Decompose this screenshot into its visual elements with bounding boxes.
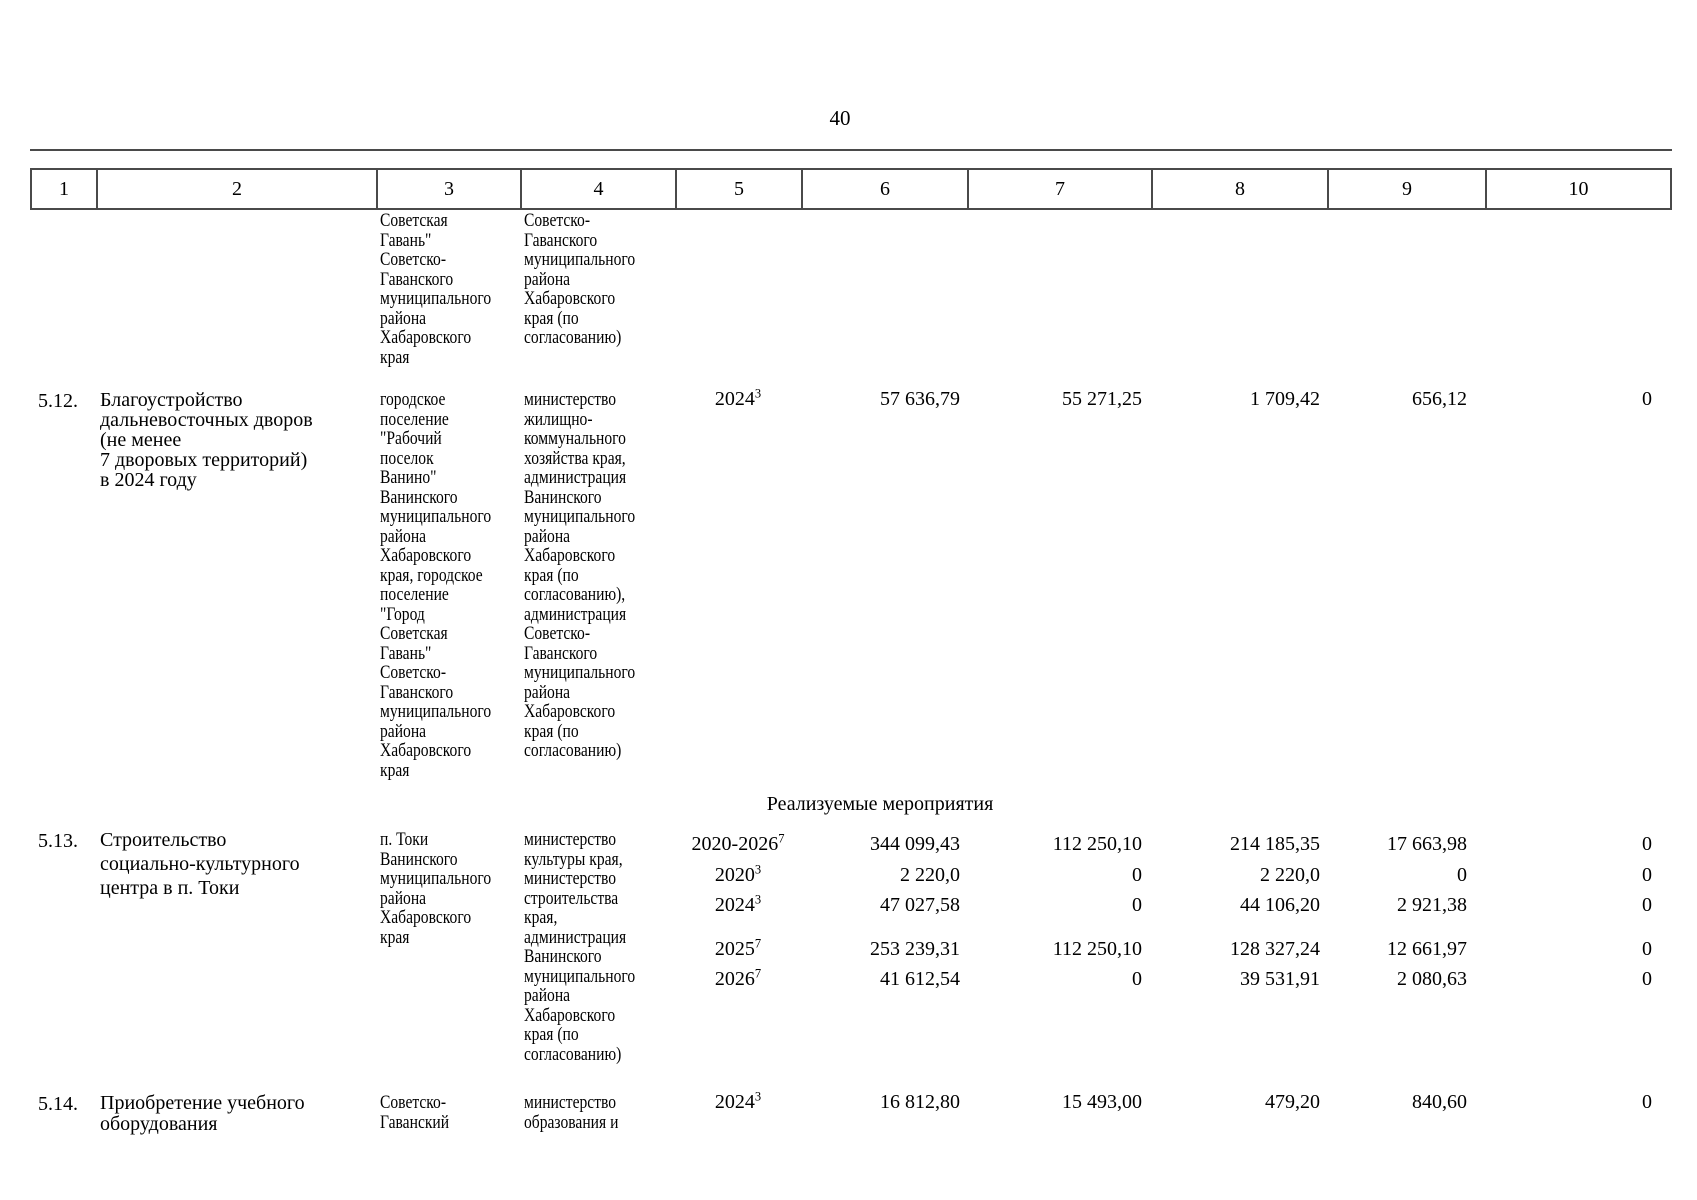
footnote-ref: 7 [754, 936, 762, 951]
period-year: 2024 [714, 1091, 755, 1113]
footnote-ref: 7 [778, 831, 785, 846]
period-year: 2020-2026 [691, 833, 779, 855]
section-header: Реализуемые мероприятия [766, 793, 994, 815]
row-514-location: Советско- Гаванский [380, 1092, 450, 1133]
period-cell: 20267 [675, 966, 801, 991]
header-col-8: 8 [1153, 170, 1329, 208]
row-513-executor: министерство культуры края, министерство… [524, 829, 636, 1065]
footnote-ref: 3 [754, 1089, 762, 1104]
row-513-period-row: 20243 47 027,58 0 44 106,20 2 921,38 0 [0, 892, 1697, 920]
value-col9: 2 080,63 [1397, 968, 1467, 990]
row-512-executor: министерство жилищно- коммунального хозя… [524, 389, 636, 761]
table-header-row: 1 2 3 4 5 6 7 8 9 10 [30, 168, 1672, 210]
value-col8: 1 709,42 [1250, 388, 1320, 410]
page-number: 40 [829, 106, 851, 130]
value-col8: 44 106,20 [1240, 894, 1320, 916]
header-col-10: 10 [1568, 177, 1589, 200]
row-513-period-row: 20203 2 220,0 0 2 220,0 0 0 [0, 862, 1697, 890]
row-513-location: п. Токи Ванинского муниципального района… [380, 829, 492, 948]
row-513-period-row: 20257 253 239,31 112 250,10 128 327,24 1… [0, 936, 1697, 964]
row-514-number: 5.14. [38, 1093, 78, 1115]
value-col8: 479,20 [1265, 1091, 1320, 1113]
value-col6: 253 239,31 [870, 938, 960, 960]
value-col9: 840,60 [1412, 1091, 1467, 1113]
value-col8: 128 327,24 [1230, 938, 1320, 960]
row-513-period-row: 2020-20267 344 099,43 112 250,10 214 185… [0, 831, 1697, 859]
value-col10: 0 [1642, 968, 1652, 990]
value-col10: 0 [1642, 894, 1652, 916]
value-col9: 656,12 [1412, 388, 1467, 410]
value-col9: 12 661,97 [1387, 938, 1467, 960]
value-col7: 112 250,10 [1052, 938, 1142, 960]
row-512-number: 5.12. [38, 390, 78, 412]
period-cell: 2020-20267 [675, 831, 801, 856]
carryover-executor: Советско- Гаванского муниципального райо… [524, 210, 636, 348]
row-513-number: 5.13. [38, 830, 78, 852]
row-512-period-row: 20243 57 636,79 55 271,25 1 709,42 656,1… [0, 386, 1697, 414]
header-col-4: 4 [522, 170, 677, 208]
footnote-ref: 3 [754, 386, 762, 401]
header-col-9: 9 [1329, 170, 1487, 208]
value-col8: 214 185,35 [1230, 833, 1320, 855]
value-col6: 16 812,80 [880, 1091, 960, 1113]
row-513-name: Строительство социально-культурного цент… [100, 829, 300, 899]
value-col6: 47 027,58 [880, 894, 960, 916]
period-cell: 20243 [675, 892, 801, 917]
period-year: 2026 [714, 968, 755, 990]
row-512-name: Благоустройство дальневосточных дворов (… [100, 389, 313, 491]
value-col10: 0 [1642, 1091, 1652, 1113]
row-512-location: городское поселение "Рабочий поселок Ван… [380, 389, 492, 781]
header-col-7: 7 [969, 170, 1153, 208]
value-col7: 0 [1132, 894, 1142, 916]
period-cell: 20203 [675, 862, 801, 887]
header-col-1: 1 [32, 170, 98, 208]
header-col-2: 2 [98, 170, 378, 208]
value-col10: 0 [1642, 938, 1652, 960]
value-col10: 0 [1642, 864, 1652, 886]
value-col9: 2 921,38 [1397, 894, 1467, 916]
period-year: 2024 [714, 894, 755, 916]
footnote-ref: 3 [754, 862, 762, 877]
value-col7: 15 493,00 [1062, 1091, 1142, 1113]
period-cell: 20243 [675, 1089, 801, 1114]
row-514-period-row: 20243 16 812,80 15 493,00 479,20 840,60 … [0, 1089, 1697, 1117]
value-col6: 41 612,54 [880, 968, 960, 990]
value-col9: 17 663,98 [1387, 833, 1467, 855]
period-cell: 20243 [675, 386, 801, 411]
period-year: 2025 [714, 938, 755, 960]
row-513-period-row: 20267 41 612,54 0 39 531,91 2 080,63 0 [0, 966, 1697, 994]
value-col7: 112 250,10 [1052, 833, 1142, 855]
value-col9: 0 [1457, 864, 1467, 886]
row-514-name: Приобретение учебного оборудования [100, 1092, 305, 1135]
footnote-ref: 7 [754, 966, 762, 981]
header-col-6: 6 [803, 170, 969, 208]
footnote-ref: 3 [754, 892, 762, 907]
value-col6: 57 636,79 [880, 388, 960, 410]
value-col10: 0 [1642, 388, 1652, 410]
value-col7: 0 [1132, 968, 1142, 990]
period-cell: 20257 [675, 936, 801, 961]
value-col10: 0 [1642, 833, 1652, 855]
value-col8: 2 220,0 [1260, 864, 1320, 886]
value-col8: 39 531,91 [1240, 968, 1320, 990]
value-col6: 2 220,0 [900, 864, 960, 886]
period-year: 2024 [714, 388, 755, 410]
carryover-location: Советская Гавань" Советско- Гаванского м… [380, 210, 492, 368]
value-col6: 344 099,43 [870, 833, 960, 855]
period-year: 2020 [714, 864, 755, 886]
row-514-executor: министерство образования и [524, 1092, 619, 1133]
value-col7: 55 271,25 [1062, 388, 1142, 410]
header-col-3: 3 [378, 170, 522, 208]
value-col7: 0 [1132, 864, 1142, 886]
top-rule [30, 149, 1672, 151]
header-col-5: 5 [677, 170, 803, 208]
